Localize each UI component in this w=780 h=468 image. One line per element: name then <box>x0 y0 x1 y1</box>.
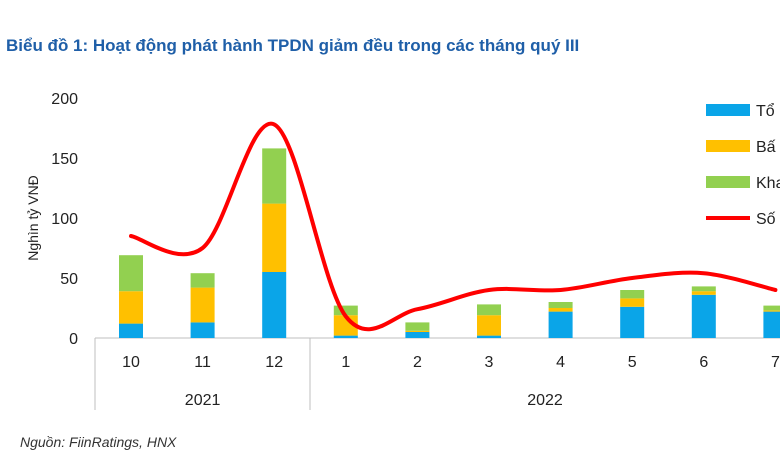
bar-segment <box>405 330 430 332</box>
bar-segment <box>119 323 143 338</box>
bar-segment <box>620 290 645 299</box>
legend-swatch <box>706 176 750 188</box>
chart-title: Biểu đồ 1: Hoạt động phát hành TPDN giảm… <box>6 36 580 55</box>
source-note: Nguồn: FiinRatings, HNX <box>20 434 177 450</box>
bar-segment <box>548 302 573 308</box>
bar-segment <box>763 305 780 311</box>
year-group-label: 2022 <box>527 392 563 409</box>
bar-segment <box>405 332 430 338</box>
bar-segment <box>763 311 780 338</box>
bar-segment <box>477 304 501 316</box>
bar-segment <box>691 294 716 338</box>
bar-segment <box>262 272 287 338</box>
x-tick-label: 4 <box>556 354 565 371</box>
legend-swatch <box>706 104 750 116</box>
x-tick-label: 3 <box>485 354 494 371</box>
x-tick-label: 5 <box>628 354 637 371</box>
bar-segment <box>262 148 287 204</box>
y-tick-label: 200 <box>51 91 78 108</box>
bar-segment <box>620 306 645 338</box>
y-tick-label: 150 <box>51 151 78 168</box>
bar-segment <box>477 335 501 338</box>
x-tick-label: 11 <box>194 354 211 371</box>
line-series <box>129 121 778 332</box>
bar-segment <box>262 203 287 272</box>
y-tick-label: 0 <box>69 331 78 348</box>
x-tick-label: 2 <box>413 354 422 371</box>
bars <box>119 148 780 338</box>
bar-segment <box>548 308 573 312</box>
bar-segment <box>548 311 573 338</box>
legend-label: Bấ <box>756 139 776 156</box>
legend-label: Tổ <box>756 102 775 120</box>
bar-segment <box>119 255 143 292</box>
bar-segment <box>691 286 716 292</box>
line-series-path <box>129 121 778 332</box>
bar-segment <box>190 287 215 323</box>
bar-segment <box>691 291 716 295</box>
bar-segment <box>477 315 501 336</box>
legend-label: Kha <box>756 175 780 192</box>
x-tick-label: 12 <box>265 354 283 371</box>
y-tick-label: 100 <box>51 211 78 228</box>
x-tick-label: 10 <box>122 354 140 371</box>
bar-segment <box>190 322 215 338</box>
bar-segment <box>190 273 215 288</box>
bar-segment <box>333 305 358 316</box>
legend-label: Số <box>756 211 776 228</box>
x-tick-label: 7 <box>771 354 780 371</box>
bar-segment <box>119 291 143 324</box>
x-tick-label: 6 <box>699 354 708 371</box>
bar-segment <box>763 310 780 312</box>
bar-segment <box>333 335 358 338</box>
y-tick-label: 50 <box>60 271 78 288</box>
x-tick-label: 1 <box>341 354 350 371</box>
bar-segment <box>405 322 430 331</box>
year-group-label: 2021 <box>185 392 221 409</box>
y-axis-label: Nghìn tỷ VNĐ <box>25 175 41 261</box>
bar-segment <box>620 298 645 307</box>
legend: Tổ Bấ Kha Số <box>706 102 780 228</box>
legend-swatch <box>706 140 750 152</box>
